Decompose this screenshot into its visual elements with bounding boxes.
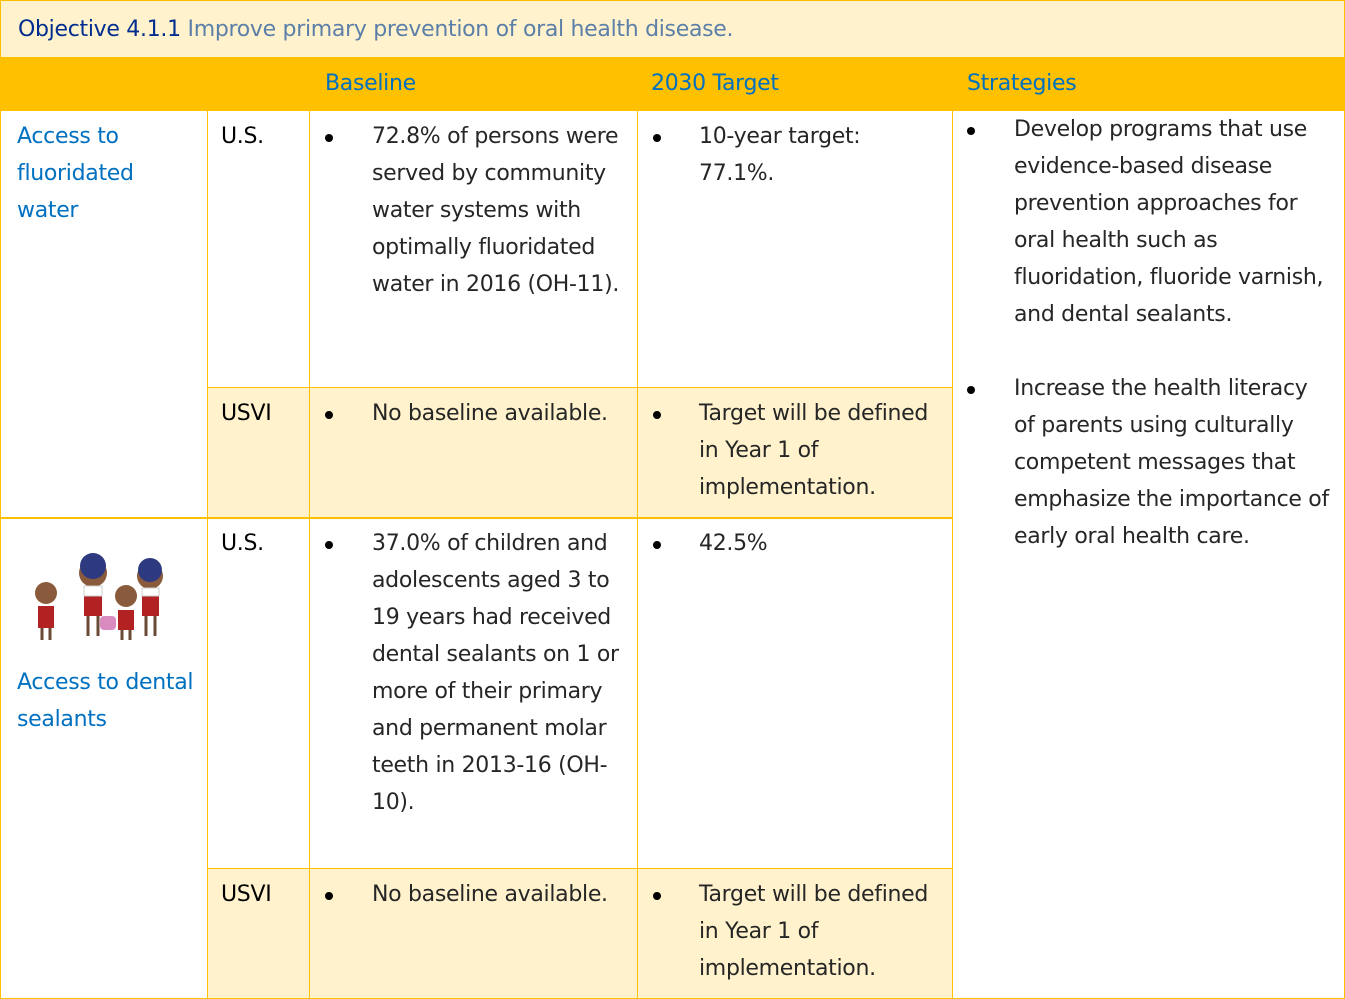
target: 10-year target: 77.1%. xyxy=(699,118,934,192)
objective-label: Objective 4.1.1 xyxy=(18,17,181,42)
bullet xyxy=(325,892,333,900)
children-illustration xyxy=(18,528,173,658)
region: U.S. xyxy=(221,525,264,562)
region: USVI xyxy=(221,395,271,432)
strategy: Develop programs that use evidence-based… xyxy=(1014,111,1334,333)
bullet xyxy=(325,541,333,549)
region: U.S. xyxy=(221,118,264,155)
bullet xyxy=(653,411,661,419)
baseline: No baseline available. xyxy=(372,395,627,432)
target: Target will be defined in Year 1 of impl… xyxy=(699,876,934,987)
baseline: 37.0% of children and adolescents aged 3… xyxy=(372,525,627,821)
bullet xyxy=(653,134,661,142)
bullet xyxy=(653,892,661,900)
group-label: Access to fluoridated water xyxy=(17,118,197,229)
region: USVI xyxy=(221,876,271,913)
title-row: Objective 4.1.1 Improve primary preventi… xyxy=(0,0,1345,58)
column-header: Baseline xyxy=(325,65,416,102)
baseline: 72.8% of persons were served by communit… xyxy=(372,118,627,303)
page: Objective 4.1.1 Improve primary preventi… xyxy=(0,0,1345,999)
bullet xyxy=(325,134,333,142)
target: 42.5% xyxy=(699,525,934,562)
bullet xyxy=(653,541,661,549)
bullet xyxy=(967,386,975,394)
group-label: Access to dental sealants xyxy=(17,664,197,738)
column-header: Strategies xyxy=(967,65,1076,102)
target-cell xyxy=(637,517,953,869)
objective-text: Improve primary prevention of oral healt… xyxy=(188,17,734,42)
baseline: No baseline available. xyxy=(372,876,627,913)
region-cell xyxy=(207,517,310,869)
target: Target will be defined in Year 1 of impl… xyxy=(699,395,934,506)
bullet xyxy=(325,411,333,419)
bullet xyxy=(967,127,975,135)
strategy: Increase the health literacy of parents … xyxy=(1014,370,1334,555)
column-header: 2030 Target xyxy=(651,65,779,102)
title: Objective 4.1.1 Improve primary preventi… xyxy=(18,11,733,48)
